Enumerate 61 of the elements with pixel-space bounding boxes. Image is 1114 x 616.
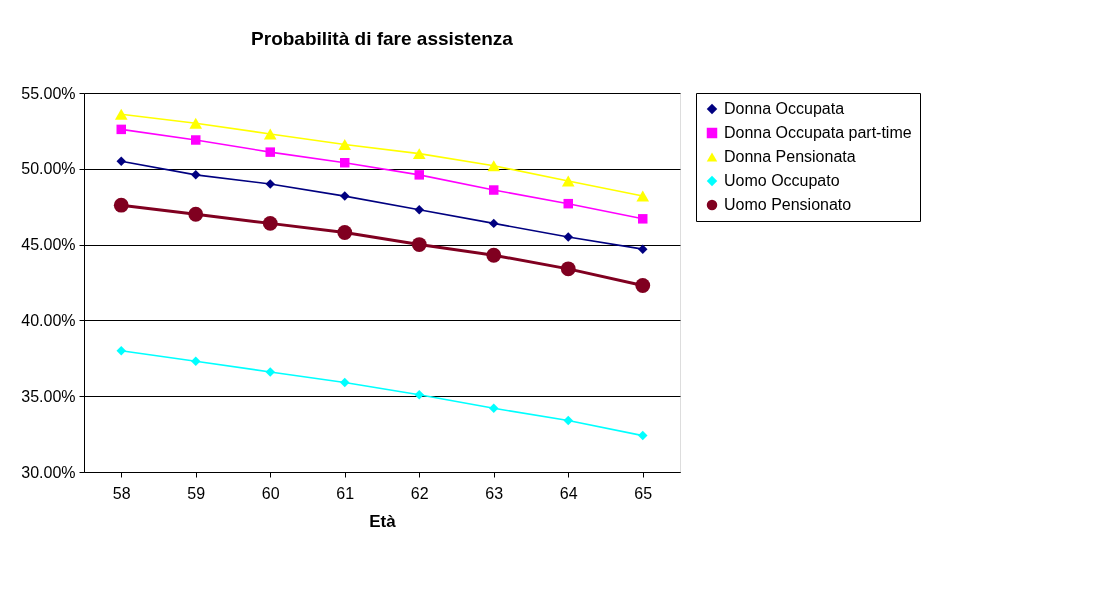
point	[563, 198, 573, 209]
point	[340, 157, 350, 168]
point	[638, 214, 648, 224]
y-tick-label: 45.00%	[21, 236, 76, 254]
point	[563, 415, 573, 426]
y-tick-label: 55.00%	[21, 84, 76, 102]
x-tick-label: 62	[410, 484, 429, 502]
x-tick-label: 65	[634, 484, 653, 502]
point	[412, 148, 426, 160]
x-tick-label: 58	[112, 484, 131, 502]
point	[340, 377, 350, 388]
point	[635, 278, 651, 293]
point	[188, 206, 204, 222]
point	[191, 356, 201, 367]
legend-label: Uomo Occupato	[724, 172, 840, 189]
point	[563, 232, 573, 242]
point	[116, 156, 126, 166]
point	[638, 430, 648, 441]
x-axis-title: Età	[369, 511, 397, 531]
point	[265, 147, 275, 157]
x-tick-label: 64	[559, 484, 578, 502]
point	[636, 190, 650, 202]
point	[487, 160, 501, 172]
point	[191, 135, 201, 145]
x-tick-label: 61	[336, 484, 355, 502]
point	[116, 124, 126, 135]
legend-label: Uomo Pensionato	[724, 196, 852, 213]
point	[265, 179, 275, 189]
point	[113, 197, 129, 213]
point	[411, 237, 427, 252]
point	[414, 170, 424, 180]
point	[191, 170, 201, 180]
x-tick-label: 59	[187, 484, 206, 502]
point	[116, 345, 126, 356]
point	[114, 108, 128, 120]
y-tick-label: 50.00%	[21, 160, 76, 178]
point	[560, 261, 576, 277]
point	[489, 218, 499, 229]
point	[414, 389, 424, 400]
point	[340, 191, 350, 201]
point	[561, 175, 575, 187]
y-tick-label: 40.00%	[21, 311, 76, 329]
point	[262, 215, 278, 231]
legend-label: Donna Occupata part-time	[724, 124, 912, 141]
legend-label: Donna Pensionata	[724, 148, 856, 165]
y-tick-label: 30.00%	[21, 463, 76, 481]
legend-label: Donna Occupata	[724, 100, 845, 117]
point	[337, 225, 353, 240]
x-tick-label: 63	[485, 484, 504, 502]
point	[263, 128, 277, 140]
point	[414, 204, 424, 215]
point	[338, 139, 352, 151]
point	[486, 247, 502, 263]
point	[638, 244, 648, 254]
chart-title: Probabilità di fare assistenza	[251, 28, 514, 49]
point	[489, 403, 499, 414]
point	[189, 117, 203, 129]
point	[265, 367, 275, 377]
point	[489, 185, 499, 195]
y-tick-label: 35.00%	[21, 387, 76, 405]
x-tick-label: 60	[261, 484, 280, 502]
